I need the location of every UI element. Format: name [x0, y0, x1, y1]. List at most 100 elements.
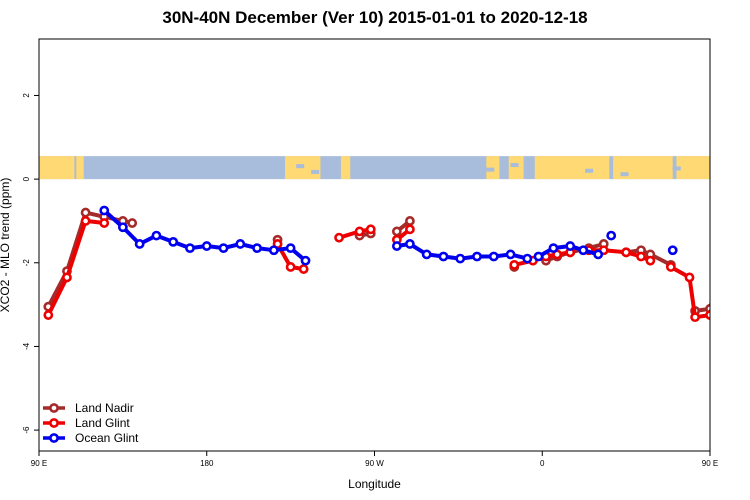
ocean-glint-point: [729, 224, 736, 231]
ocean-glint-point: [185, 243, 195, 254]
land-glint-point: [636, 251, 646, 262]
ocean-glint-point: [421, 249, 432, 260]
map-land: [39, 156, 75, 180]
land-glint-point: [62, 272, 72, 283]
ocean-glint-point: [285, 243, 296, 254]
map-inlet: [510, 163, 519, 168]
map-land: [740, 156, 744, 179]
legend-label-land-nadir: Land Nadir: [75, 401, 134, 415]
chart-title: 30N-40N December (Ver 10) 2015-01-01 to …: [162, 8, 588, 27]
map-land: [676, 156, 710, 180]
x-tick-label: 180: [200, 459, 214, 468]
y-tick-label: -2: [22, 259, 31, 267]
ocean-glint-point: [218, 243, 229, 254]
ocean-glint-point: [472, 251, 482, 262]
land-glint-point: [405, 224, 415, 235]
land-nadir-point: [80, 207, 91, 218]
ocean-glint-point: [405, 239, 415, 249]
ocean-glint-point: [667, 245, 678, 256]
ocean-glint-point: [268, 245, 279, 256]
ocean-glint-line: [719, 213, 750, 249]
legend-marker-land-nadir: [49, 403, 59, 413]
land-glint-line: [669, 265, 710, 320]
legend-label-land-glint: Land Glint: [75, 416, 130, 430]
ocean-glint-point: [548, 243, 559, 254]
land-glint-point: [734, 217, 741, 224]
ocean-glint-point: [505, 249, 516, 260]
x-tick-label: 90 W: [365, 459, 384, 468]
ocean-glint-point: [438, 251, 449, 262]
map-inlet: [486, 167, 495, 172]
map-inlet: [672, 166, 681, 171]
ocean-glint-point: [533, 251, 544, 262]
y-tick-label: 2: [22, 93, 31, 98]
land-nadir-line: [738, 213, 750, 226]
ocean-glint-point: [716, 209, 723, 216]
ocean-glint-point: [168, 236, 179, 247]
map-land: [534, 156, 610, 180]
ocean-glint-point: [744, 240, 750, 247]
y-tick-label: -4: [22, 342, 31, 350]
legend-marker-ocean-glint: [49, 433, 59, 443]
x-axis-label: Longitude: [348, 477, 401, 491]
ocean-glint-point: [235, 239, 246, 249]
ocean-glint-point: [578, 245, 589, 256]
y-tick-label: -6: [22, 426, 31, 434]
land-nadir-point: [716, 268, 723, 275]
land-nadir-point: [127, 218, 138, 228]
land-glint-point: [298, 264, 309, 274]
ocean-glint-point: [391, 241, 402, 251]
ocean-glint-point: [455, 253, 466, 264]
ocean-glint-point: [565, 241, 576, 251]
land-glint-point: [645, 255, 656, 266]
ocean-glint-point: [606, 230, 617, 241]
land-glint-point: [354, 226, 365, 237]
y-axis-label: XCO2 - MLO trend (ppm): [0, 178, 12, 313]
land-glint-point: [665, 262, 676, 272]
map-land: [508, 156, 524, 180]
ocean-glint-point: [151, 230, 162, 241]
map-inlet: [620, 172, 629, 177]
x-tick-label: 90 E: [31, 459, 47, 468]
land-nadir-line: [694, 300, 710, 313]
ocean-glint-point: [117, 222, 128, 233]
land-nadir-point: [734, 209, 741, 216]
ocean-glint-point: [488, 251, 499, 262]
land-glint-point: [716, 274, 723, 281]
ocean-glint-point: [201, 241, 212, 251]
land-glint-point: [621, 247, 632, 258]
y-axis: 2 0 -2 -4 -6: [22, 93, 39, 434]
ocean-glint-point: [99, 205, 110, 216]
ocean-glint-point: [522, 253, 533, 264]
land-glint-point: [43, 310, 54, 320]
map-land: [340, 156, 351, 180]
land-glint-point: [509, 259, 520, 270]
land-nadir-line: [625, 248, 672, 267]
ocean-glint-point: [593, 249, 604, 260]
land-glint-point: [684, 272, 695, 283]
land-glint-point: [705, 310, 710, 320]
land-glint-point: [365, 224, 376, 235]
land-glint-point: [99, 218, 110, 228]
land-glint-point: [690, 312, 700, 323]
land-nadir-point: [391, 226, 402, 237]
y-tick-label: 0: [22, 176, 31, 181]
land-glint-point: [285, 262, 296, 272]
x-tick-label: 90 E: [702, 459, 718, 468]
land-glint-line: [738, 221, 750, 225]
legend-label-ocean-glint: Ocean Glint: [75, 431, 139, 445]
land-glint-line: [46, 218, 105, 316]
series-layer: [43, 205, 750, 323]
map-inlet: [311, 169, 320, 174]
x-tick-label: 0: [540, 459, 545, 468]
ocean-glint-point: [134, 239, 145, 249]
land-nadir-point: [405, 216, 415, 226]
map-land: [76, 156, 84, 180]
map-inlet: [585, 168, 594, 173]
land-glint-point: [334, 232, 344, 243]
land-glint-point: [80, 216, 91, 226]
ocean-glint-point: [252, 243, 262, 254]
map-inlet: [296, 164, 305, 169]
